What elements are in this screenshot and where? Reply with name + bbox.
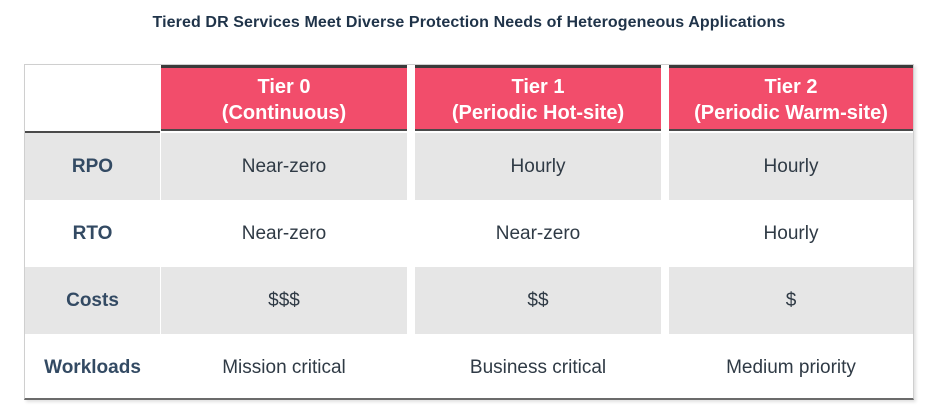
header-corner-cell [25,65,160,133]
table-cell: Hourly [763,222,819,244]
table-cell: Near-zero [161,133,407,200]
table-cell: $$$ [161,267,407,334]
tier-0-name: Tier 0 [257,76,311,98]
tier-0-header: Tier 0 (Continuous) [161,65,407,131]
tier-1-header: Tier 1 (Periodic Hot-site) [415,65,661,131]
table-row-rto: RTO Near-zero Near-zero Hourly [25,200,913,267]
tier-1-subtitle: (Periodic Hot-site) [451,102,625,124]
tier-2-name: Tier 2 [764,76,818,98]
dr-tiers-table: Tier 0 (Continuous) Tier 1 (Periodic Hot… [24,64,914,400]
tier-2-subtitle: (Periodic Warm-site) [694,102,888,124]
table-cell: Business critical [469,356,607,378]
row-label: Workloads [44,356,141,378]
row-label: Costs [25,267,160,334]
table-row-costs: Costs $$$ $$ $ [25,267,913,334]
tier-1-name: Tier 1 [511,76,565,98]
tier-2-header: Tier 2 (Periodic Warm-site) [669,65,913,131]
table-cell: $$ [415,267,661,334]
row-label: RPO [25,133,160,200]
table-row-workloads: Workloads Mission critical Business crit… [25,334,913,401]
table-header-row: Tier 0 (Continuous) Tier 1 (Periodic Hot… [25,65,913,133]
table-cell: Near-zero [495,222,581,244]
table-cell: Medium priority [726,356,856,378]
table-cell: Hourly [415,133,661,200]
row-label: RTO [72,222,113,244]
table-cell: Hourly [669,133,913,200]
table-cell: Mission critical [222,356,346,378]
table-cell: $ [669,267,913,334]
tier-0-subtitle: (Continuous) [221,102,347,124]
page-title: Tiered DR Services Meet Diverse Protecti… [152,14,786,31]
table-row-rpo: RPO Near-zero Hourly Hourly [25,133,913,200]
table-cell: Near-zero [241,222,327,244]
